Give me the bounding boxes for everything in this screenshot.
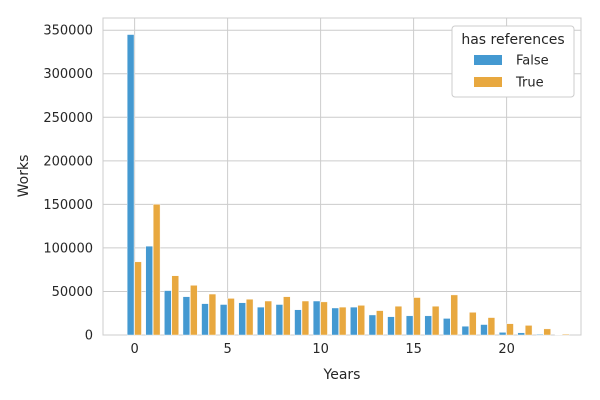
bar-true-8	[283, 296, 291, 336]
bar-false-16	[424, 315, 432, 336]
x-tick-label: 10	[312, 342, 329, 357]
bar-false-18	[461, 326, 469, 336]
bar-true-19	[487, 317, 496, 336]
bar-false-11	[331, 307, 339, 336]
bar-false-12	[350, 306, 358, 336]
y-tick-label: 300000	[43, 67, 93, 82]
y-tick-label: 50000	[52, 285, 93, 300]
bar-false-13	[368, 314, 377, 336]
bar-false-20	[498, 332, 507, 336]
bars	[126, 34, 570, 336]
bar-true-17	[450, 294, 458, 336]
bar-true-5	[227, 298, 235, 336]
bar-false-17	[443, 318, 451, 336]
x-tick-label: 15	[405, 342, 422, 357]
bar-false-7	[257, 306, 265, 336]
bar-false-8	[275, 304, 284, 336]
x-axis-label: Years	[323, 367, 361, 383]
x-tick-label: 20	[498, 342, 515, 357]
bar-true-23	[562, 333, 570, 336]
bar-false-6	[238, 302, 246, 336]
bar-true-20	[506, 323, 514, 336]
legend: has references False True	[451, 25, 575, 98]
x-tick-labels: 0 5 10 15 20	[130, 342, 514, 357]
y-axis-label: Works	[16, 155, 32, 198]
legend-entries: False True	[474, 54, 549, 91]
bar-false-15	[405, 315, 414, 336]
bar-false-9	[294, 309, 302, 336]
bar-true-11	[339, 306, 347, 336]
bar-true-6	[246, 299, 254, 336]
bar-true-13	[376, 310, 384, 336]
bar-false-22	[536, 334, 544, 336]
bar-false-14	[387, 316, 395, 336]
bar-false-4	[201, 303, 209, 336]
bar-true-9	[301, 300, 310, 336]
bar-false-5	[219, 304, 228, 336]
bar-true-1	[153, 204, 161, 336]
bar-false-19	[480, 324, 488, 336]
bar-true-16	[432, 306, 440, 336]
legend-label: False	[516, 54, 549, 69]
y-tick-labels: 0 50000 100000 150000 200000 250000 300000 3500…	[43, 24, 93, 344]
legend-label: True	[515, 76, 544, 91]
bar-false-0	[126, 34, 135, 336]
bar-true-0	[134, 261, 142, 336]
bar-false-21	[517, 332, 525, 336]
bar-false-1	[145, 245, 153, 336]
legend-title: has references	[461, 32, 564, 48]
legend-swatch	[474, 55, 502, 65]
y-tick-label: 350000	[43, 24, 93, 39]
bar-true-14	[394, 306, 403, 336]
bar-true-21	[525, 325, 533, 336]
bar-true-2	[171, 275, 179, 336]
bar-true-18	[469, 312, 477, 336]
x-tick-label: 0	[130, 342, 138, 357]
y-tick-label: 100000	[43, 241, 93, 256]
bar-false-2	[164, 290, 172, 336]
bar-true-3	[190, 285, 198, 336]
bar-false-3	[182, 296, 191, 336]
x-tick-label: 5	[223, 342, 231, 357]
bar-true-7	[264, 300, 272, 336]
bar-true-4	[208, 293, 217, 336]
y-tick-label: 200000	[43, 154, 93, 169]
bar-true-10	[320, 301, 328, 336]
y-tick-label: 150000	[43, 198, 93, 213]
bar-true-15	[413, 297, 421, 336]
bar-true-12	[357, 305, 365, 336]
y-tick-label: 250000	[43, 111, 93, 126]
bar-true-22	[543, 328, 551, 336]
bar-false-10	[312, 300, 321, 336]
y-tick-label: 0	[85, 329, 93, 344]
legend-swatch	[474, 77, 502, 87]
